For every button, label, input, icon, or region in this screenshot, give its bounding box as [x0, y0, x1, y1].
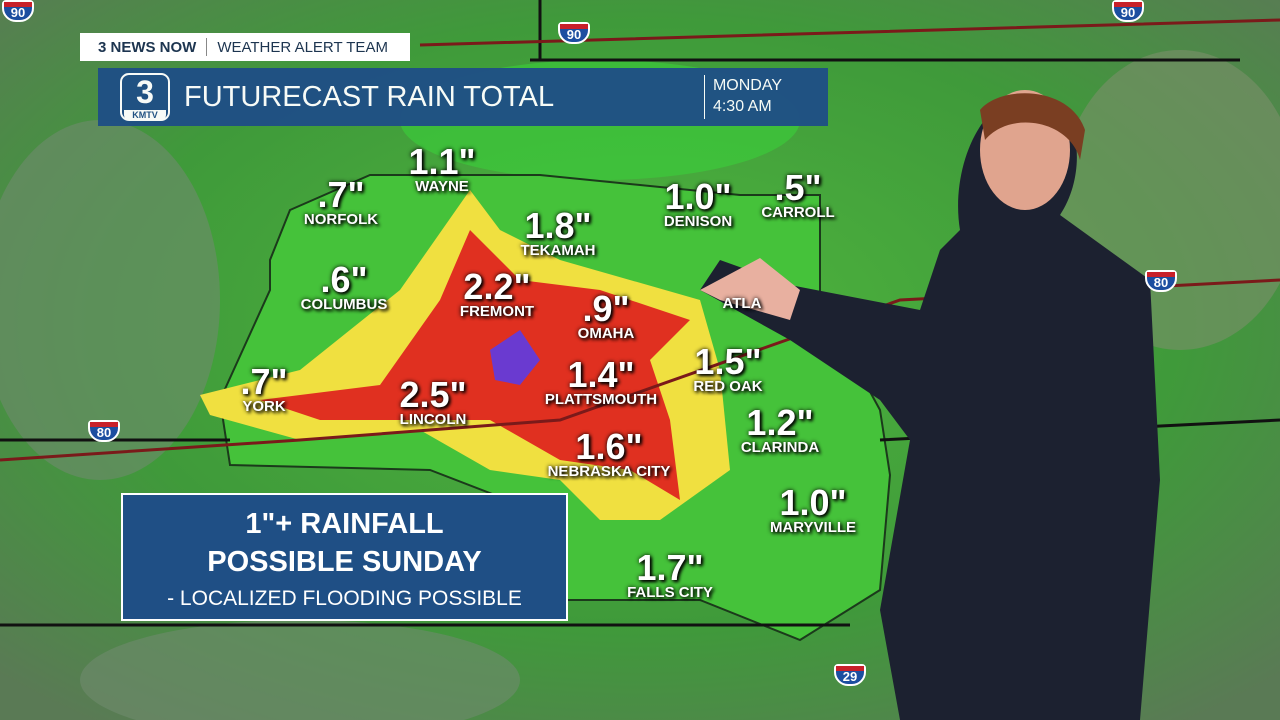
city-nebraska-city: 1.6" NEBRASKA CITY — [547, 426, 671, 480]
city-lincoln: 2.5" LINCOLN — [399, 374, 467, 428]
interstate-80-shield: 80 — [1145, 270, 1177, 292]
city-wayne: 1.1" WAYNE — [408, 141, 476, 195]
city-atlantic: ATLA — [722, 295, 762, 312]
city-plattsmouth: 1.4" PLATTSMOUTH — [544, 354, 658, 408]
page-title: FUTURECAST RAIN TOTAL — [184, 80, 555, 113]
forecast-clock: 4:30 AM — [712, 98, 772, 115]
alert-subtext: - LOCALIZED FLOODING POSSIBLE — [167, 587, 522, 610]
alert-box: 1"+ RAINFALL POSSIBLE SUNDAY - LOCALIZED… — [121, 493, 568, 621]
interstate-80-shield: 80 — [88, 420, 120, 442]
team-name: WEATHER ALERT TEAM — [217, 38, 388, 56]
rain-extreme — [490, 330, 540, 385]
divider — [206, 38, 208, 56]
city-carroll: .5" CARROLL — [761, 167, 835, 221]
city-clarinda: 1.2" CLARINDA — [740, 402, 820, 456]
presenter — [700, 95, 1160, 720]
alert-headline-2: POSSIBLE SUNDAY — [207, 546, 482, 578]
alert-headline-1: 1"+ RAINFALL — [245, 508, 444, 540]
city-falls-city: 1.7" FALLS CITY — [627, 547, 713, 601]
interstate-90-shield: 90 — [1112, 0, 1144, 22]
brand-bar: 3 NEWS NOW WEATHER ALERT TEAM — [80, 33, 410, 61]
forecast-day: MONDAY — [712, 77, 782, 94]
rain-heavy — [260, 230, 690, 500]
city-tekamah: 1.8" TEKAMAH — [520, 205, 596, 259]
city-red-oak: 1.5" RED OAK — [693, 341, 763, 395]
forecast-time: MONDAY 4:30 AM — [703, 75, 782, 119]
kmtv-logo: 3 KMTV — [120, 73, 170, 121]
title-bar: 3 KMTV FUTURECAST RAIN TOTAL MONDAY 4:30… — [98, 68, 828, 126]
interstate-90-shield: 90 — [558, 22, 590, 44]
city-fremont: 2.2" FREMONT — [459, 266, 535, 320]
station-name: 3 NEWS NOW — [98, 38, 197, 56]
city-norfolk: .7" NORFOLK — [303, 174, 379, 228]
city-denison: 1.0" DENISON — [663, 176, 733, 230]
city-york: .7" YORK — [240, 361, 288, 415]
interstate-90-shield: 90 — [2, 0, 34, 22]
interstate-29-shield: 29 — [834, 664, 866, 686]
city-columbus: .6" COLUMBUS — [300, 259, 388, 313]
city-maryville: 1.0" MARYVILLE — [769, 482, 857, 536]
city-omaha: .9" OMAHA — [577, 288, 635, 342]
